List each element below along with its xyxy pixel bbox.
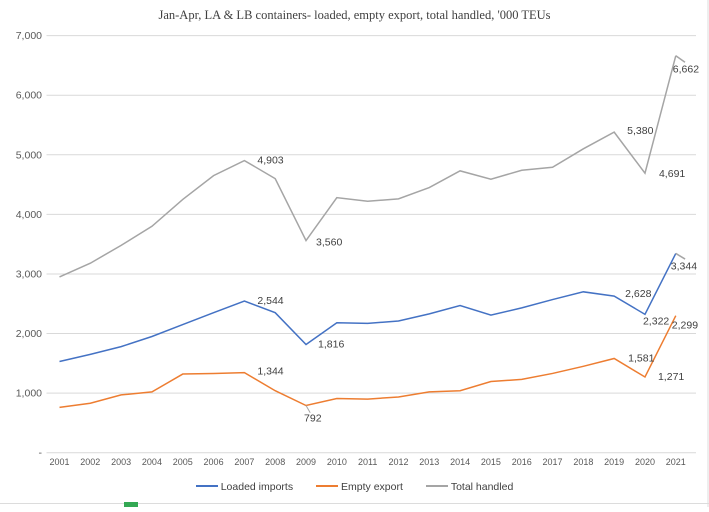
svg-text:4,000: 4,000: [16, 209, 42, 221]
svg-text:3,560: 3,560: [316, 237, 342, 249]
svg-text:2021: 2021: [666, 457, 686, 467]
svg-text:2020: 2020: [635, 457, 655, 467]
svg-text:6,662: 6,662: [673, 64, 699, 76]
svg-text:2016: 2016: [512, 457, 532, 467]
svg-text:3,344: 3,344: [671, 260, 697, 272]
svg-text:1,271: 1,271: [658, 371, 684, 383]
svg-text:2013: 2013: [419, 457, 439, 467]
svg-text:5,380: 5,380: [627, 125, 653, 137]
svg-text:2001: 2001: [49, 457, 69, 467]
svg-text:2012: 2012: [388, 457, 408, 467]
svg-text:2014: 2014: [450, 457, 470, 467]
svg-text:2015: 2015: [481, 457, 501, 467]
svg-text:2008: 2008: [265, 457, 285, 467]
svg-text:6,000: 6,000: [16, 90, 42, 102]
svg-text:2018: 2018: [573, 457, 593, 467]
svg-text:2,544: 2,544: [257, 295, 283, 307]
svg-text:2017: 2017: [543, 457, 563, 467]
svg-text:4,903: 4,903: [257, 155, 283, 167]
svg-text:2006: 2006: [204, 457, 224, 467]
svg-text:792: 792: [304, 413, 322, 425]
svg-text:2019: 2019: [604, 457, 624, 467]
svg-text:2,299: 2,299: [672, 320, 698, 332]
svg-text:2010: 2010: [327, 457, 347, 467]
svg-text:-: -: [39, 447, 43, 459]
svg-text:1,581: 1,581: [628, 352, 654, 364]
svg-text:2005: 2005: [173, 457, 193, 467]
svg-text:3,000: 3,000: [16, 268, 42, 280]
svg-text:5,000: 5,000: [16, 149, 42, 161]
svg-text:7,000: 7,000: [16, 30, 42, 42]
svg-text:2,000: 2,000: [16, 328, 42, 340]
svg-text:2011: 2011: [358, 457, 377, 467]
svg-text:2004: 2004: [142, 457, 162, 467]
svg-text:2003: 2003: [111, 457, 131, 467]
svg-text:1,816: 1,816: [318, 338, 344, 350]
svg-text:1,344: 1,344: [257, 366, 283, 378]
svg-text:2,628: 2,628: [625, 288, 651, 300]
svg-text:2002: 2002: [80, 457, 100, 467]
svg-text:2009: 2009: [296, 457, 316, 467]
svg-text:2,322: 2,322: [643, 315, 669, 327]
svg-text:4,691: 4,691: [659, 168, 685, 180]
svg-text:1,000: 1,000: [16, 388, 42, 400]
svg-text:2007: 2007: [234, 457, 254, 467]
